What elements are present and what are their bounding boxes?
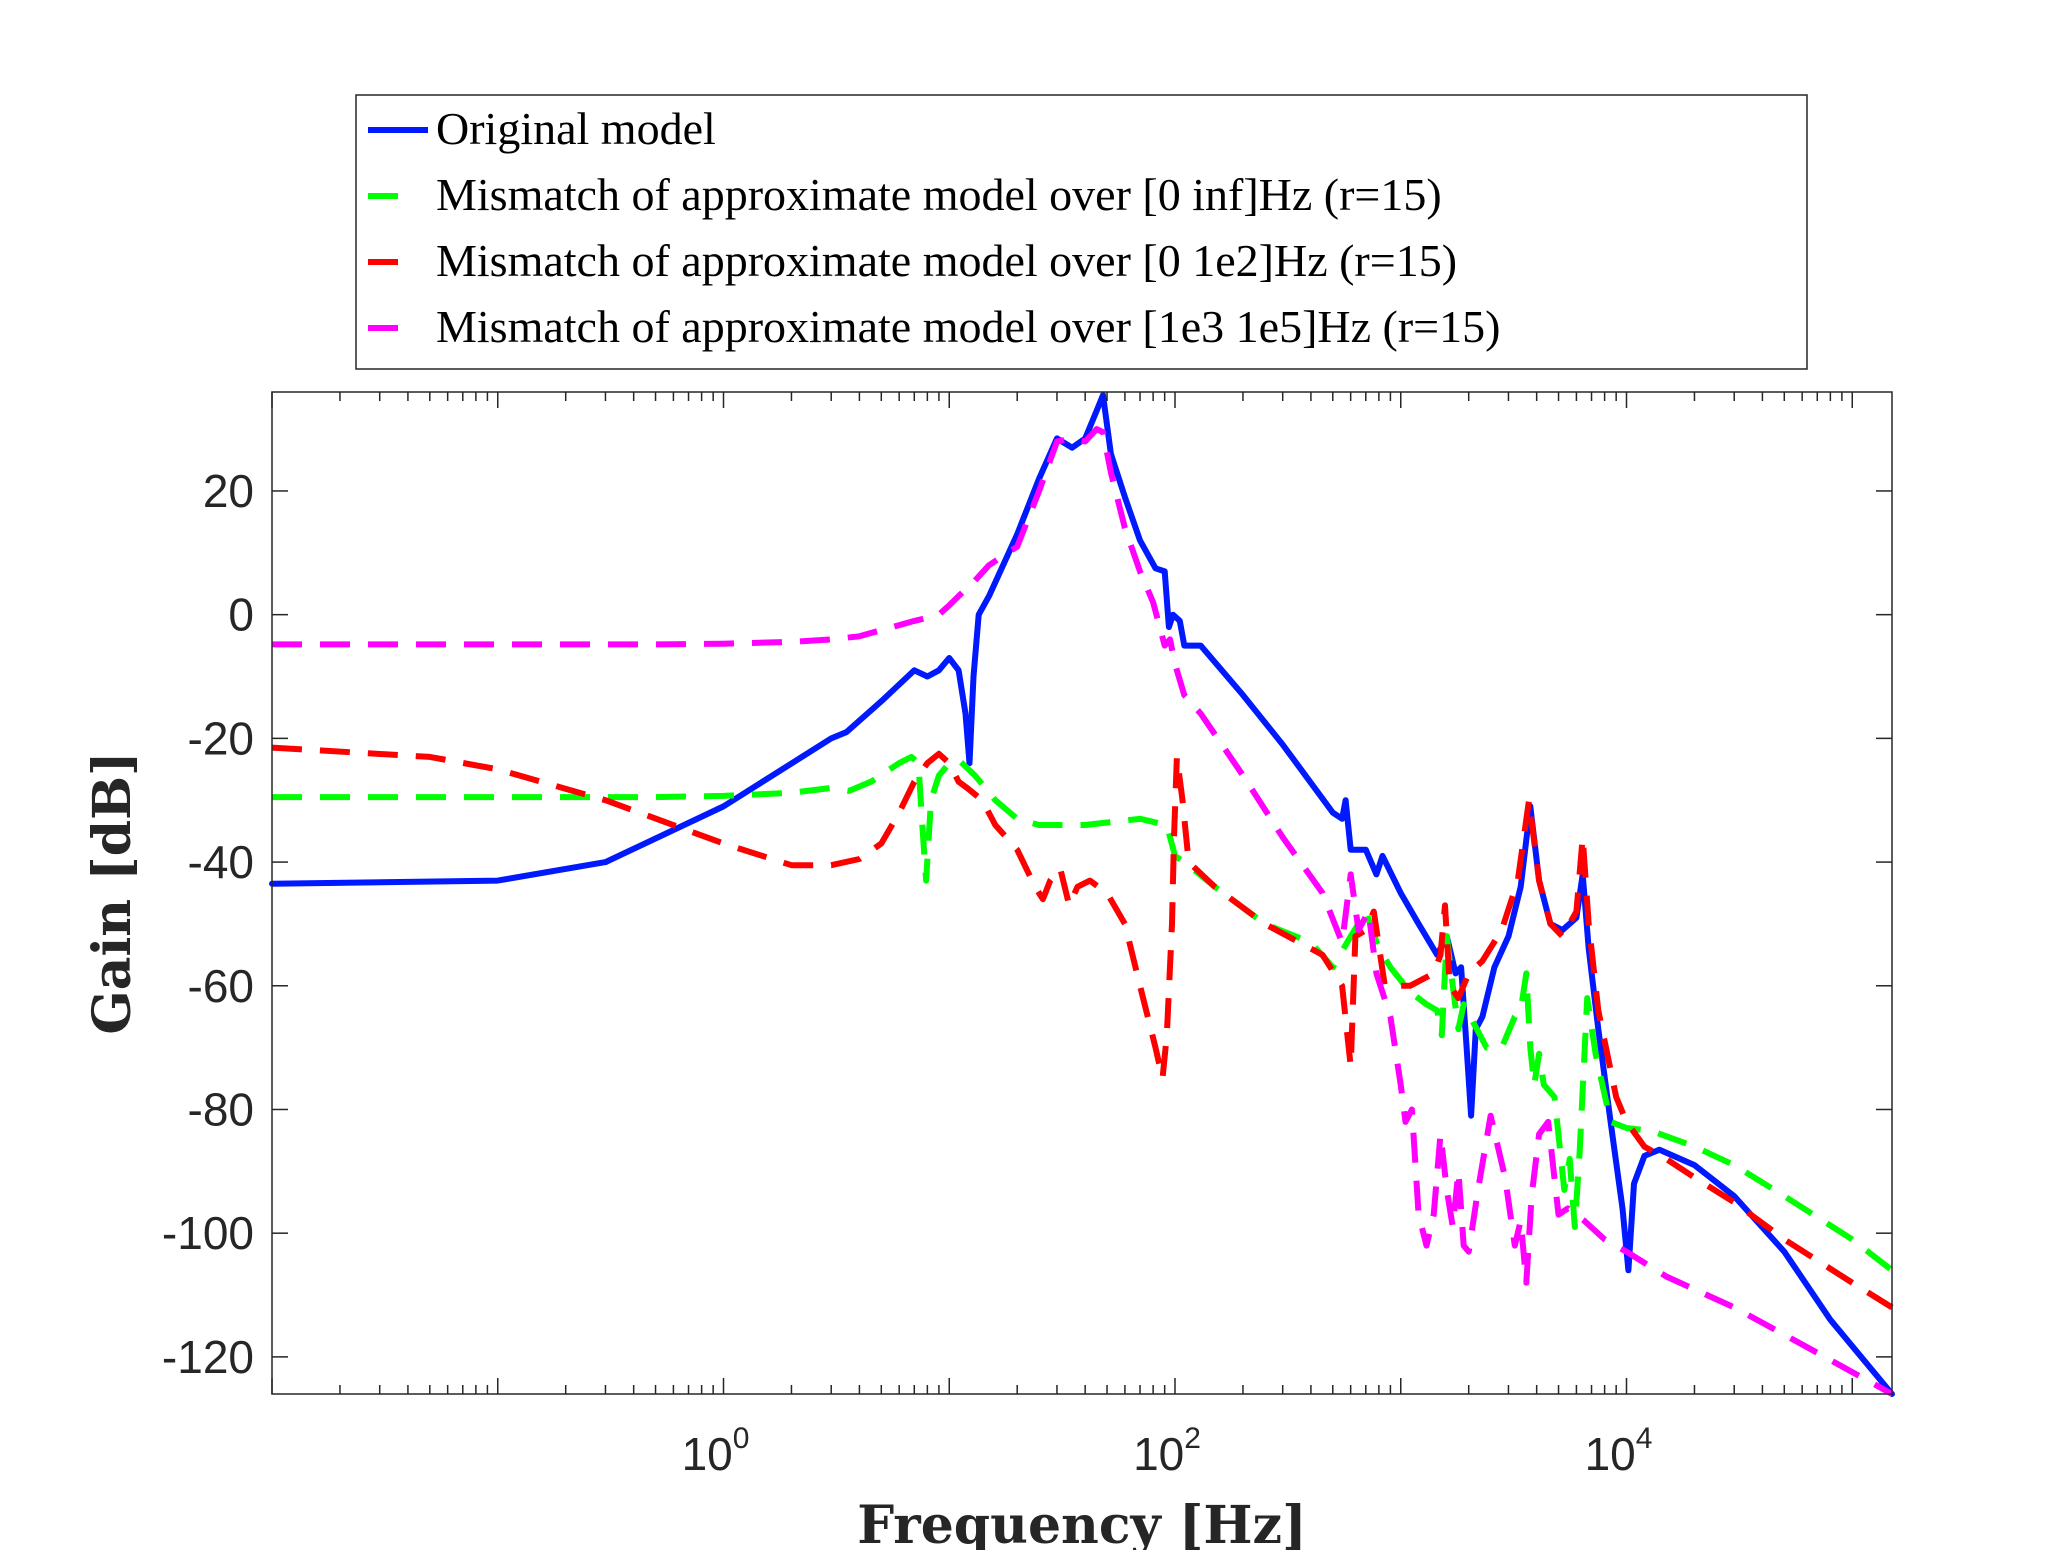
legend: Original model Mismatch of approximate mo… [355, 94, 1808, 370]
y-tick-label: -20 [188, 712, 254, 764]
y-tick-label: 0 [228, 589, 254, 641]
legend-label-3: Mismatch of approximate model over [0 1e… [436, 235, 1457, 286]
y-tick-label: -60 [188, 960, 254, 1012]
y-axis-label: Gain [dB] [82, 751, 143, 1034]
legend-items: Original model Mismatch of approximate mo… [368, 103, 1500, 352]
y-tick-label: -120 [162, 1331, 254, 1383]
series-line-3 [271, 744, 1894, 1310]
ticks-group: 100 102 104 20 0 -20 -40 -60 -80 -100 -120 [162, 392, 1892, 1480]
series-line-2 [272, 753, 1894, 1273]
series-line-4 [272, 426, 1894, 1397]
x-tick-label: 102 [1133, 1422, 1201, 1480]
x-tick-label: 100 [682, 1422, 750, 1480]
legend-box [355, 94, 1808, 370]
legend-label-4: Mismatch of approximate model over [1e3 … [436, 301, 1500, 352]
series-group [269, 392, 1895, 1397]
x-tick-label: 104 [1585, 1422, 1653, 1480]
y-tick-label: -100 [162, 1207, 254, 1259]
y-tick-label: -40 [188, 836, 254, 888]
y-tick-label: 20 [203, 465, 254, 517]
legend-label-2: Mismatch of approximate model over [0 in… [436, 169, 1442, 220]
legend-label-1: Original model [436, 103, 716, 154]
plot-background [272, 392, 1892, 1394]
y-tick-label: -80 [188, 1083, 254, 1135]
plot-frame [271, 391, 1893, 1395]
x-axis-label: Frequency [Hz] [857, 1495, 1306, 1550]
